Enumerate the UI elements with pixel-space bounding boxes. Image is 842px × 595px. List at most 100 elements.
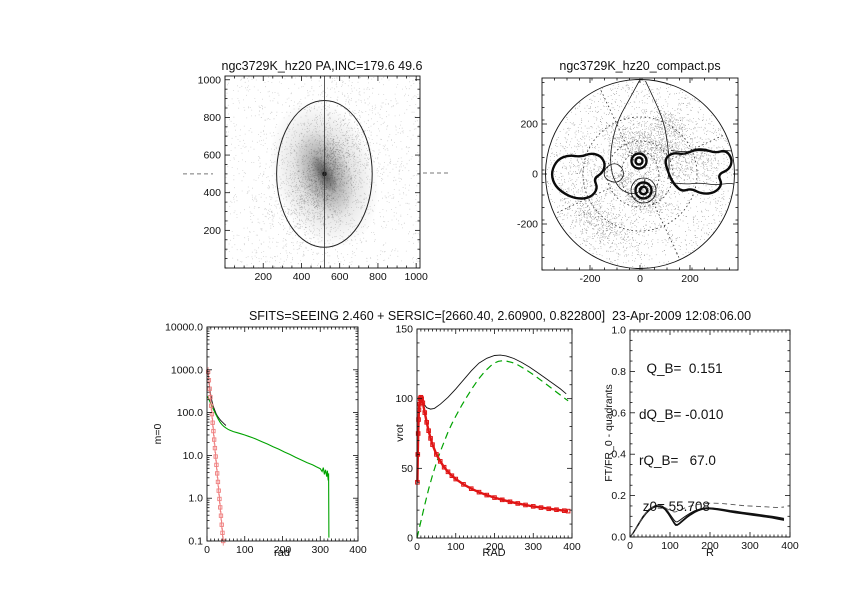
square-marker [214, 462, 219, 468]
square-marker [212, 437, 217, 442]
x-tick-label: 100 [236, 544, 254, 556]
panel2-title: ngc3729K_hz20_compact.ps [559, 59, 721, 73]
square-marker [212, 445, 218, 451]
y-tick-label: 1.0 [611, 325, 626, 337]
y-tick-label: 1.0 [188, 493, 203, 505]
y-tick-label: 100.0 [177, 407, 203, 419]
square-marker [430, 442, 435, 447]
figure-bottom-title: SFITS=SEEING 2.460 + SERSIC=[2660.40, 2.… [248, 309, 752, 323]
x-tick-label: 400 [293, 271, 311, 283]
square-marker [546, 506, 552, 512]
scatter-points [555, 176, 650, 261]
panel-galaxy-image: 200 400 600 800 1000 200 400 600 800 1000 [183, 74, 450, 283]
scatter-points [234, 76, 416, 268]
contour-dot [671, 134, 725, 160]
annotation-dqb: dQ_B= -0.010 [639, 407, 724, 423]
square-marker [434, 452, 439, 457]
x-tick-label: 600 [331, 271, 349, 283]
y-tick-label: 50 [401, 463, 413, 475]
panel1-title: ngc3729K_hz20 PA,INC=179.6 49.6 [221, 59, 423, 73]
series-disk-component [416, 360, 569, 539]
square-marker [565, 508, 571, 514]
velocity-contours [550, 80, 735, 259]
square-marker [415, 452, 421, 457]
square-marker [420, 400, 426, 406]
scatter-points [225, 76, 420, 268]
x-tick-label: 0 [627, 540, 633, 552]
x-tick-label: 300 [311, 544, 329, 556]
ft-x-axis-label: R [706, 547, 714, 559]
x-tick-label: 0 [414, 541, 420, 553]
square-marker [219, 522, 224, 527]
x-tick-label: 300 [524, 541, 542, 553]
square-marker [441, 464, 447, 470]
scatter-points [623, 168, 678, 228]
square-marker [415, 431, 421, 436]
panel-radial-profile: 0 100 200 300 400 0.1 1.0 10.0 100.0 1000.0 10000.… [165, 322, 367, 557]
contour-thick [550, 152, 606, 200]
contour-dot [620, 150, 660, 200]
y-tick-label: 150 [395, 324, 413, 336]
contour-dot [606, 140, 674, 208]
square-marker [484, 492, 490, 498]
axes-frame [541, 77, 739, 271]
square-marker [217, 496, 222, 502]
square-marker [468, 486, 474, 491]
axes-frame [206, 326, 359, 542]
axes-frame [224, 75, 421, 269]
annotation-rqb: rQ_B= 67.0 [639, 453, 716, 469]
y-tick-label: 1000 [198, 74, 222, 86]
square-marker [215, 479, 221, 485]
square-marker [523, 502, 528, 508]
square-marker [208, 395, 213, 400]
y-tick-label: 10.0 [183, 450, 204, 462]
y-tick-label: 0.6 [611, 407, 626, 419]
x-tick-label: 400 [781, 540, 799, 552]
contour-thin [610, 80, 646, 195]
square-marker [476, 489, 482, 495]
square-marker [453, 476, 459, 482]
scatter-points [280, 118, 361, 238]
x-tick-label: 200 [254, 271, 272, 283]
x-tick-label: 300 [741, 540, 759, 552]
square-marker [213, 454, 218, 459]
x-tick-label: 200 [274, 544, 292, 556]
fit-results-annotation: Q_B= 0.151 dQ_B= -0.010 rQ_B= 67.0 z0= 5… [639, 330, 723, 546]
square-marker [426, 428, 431, 434]
square-marker [218, 505, 223, 510]
scatter-points [546, 80, 733, 268]
x-tick-label: 0 [637, 273, 643, 285]
square-marker [218, 513, 224, 518]
square-marker [445, 469, 451, 475]
x-tick-label: 100 [447, 541, 465, 553]
scatter-points [607, 164, 650, 197]
panel-compact-map: -200 0 200 -200 0 200 [517, 77, 739, 285]
ft-y-axis-label: FT/FR_0 - quadrants [603, 384, 615, 482]
y-tick-label: 0 [532, 169, 538, 181]
galaxy-pixels [225, 76, 420, 268]
x-tick-label: 1000 [404, 271, 428, 283]
x-tick-label: 100 [661, 540, 679, 552]
square-marker [207, 386, 212, 391]
contour-dot [645, 187, 680, 259]
rotation-y-axis-label: vrot [394, 424, 406, 442]
contour-thin [669, 182, 735, 185]
x-tick-label: 200 [701, 540, 719, 552]
annotation-qb: Q_B= 0.151 [639, 360, 723, 376]
y-tick-label: 800 [203, 112, 221, 124]
x-tick-label: 400 [563, 541, 581, 553]
y-tick-label: 0 [407, 533, 413, 545]
x-tick-label: 400 [349, 544, 367, 556]
contour-dot [600, 89, 635, 161]
y-tick-label: 1000.0 [171, 364, 203, 376]
square-marker [449, 473, 455, 479]
compact-scatter [546, 80, 733, 268]
square-marker [499, 497, 505, 503]
contour-dot [555, 188, 609, 214]
square-marker [538, 505, 544, 510]
square-marker [554, 507, 559, 513]
scatter-points [633, 127, 729, 209]
square-marker [209, 403, 214, 408]
y-tick-label: 200 [520, 119, 538, 131]
y-tick-label: 400 [203, 187, 221, 199]
